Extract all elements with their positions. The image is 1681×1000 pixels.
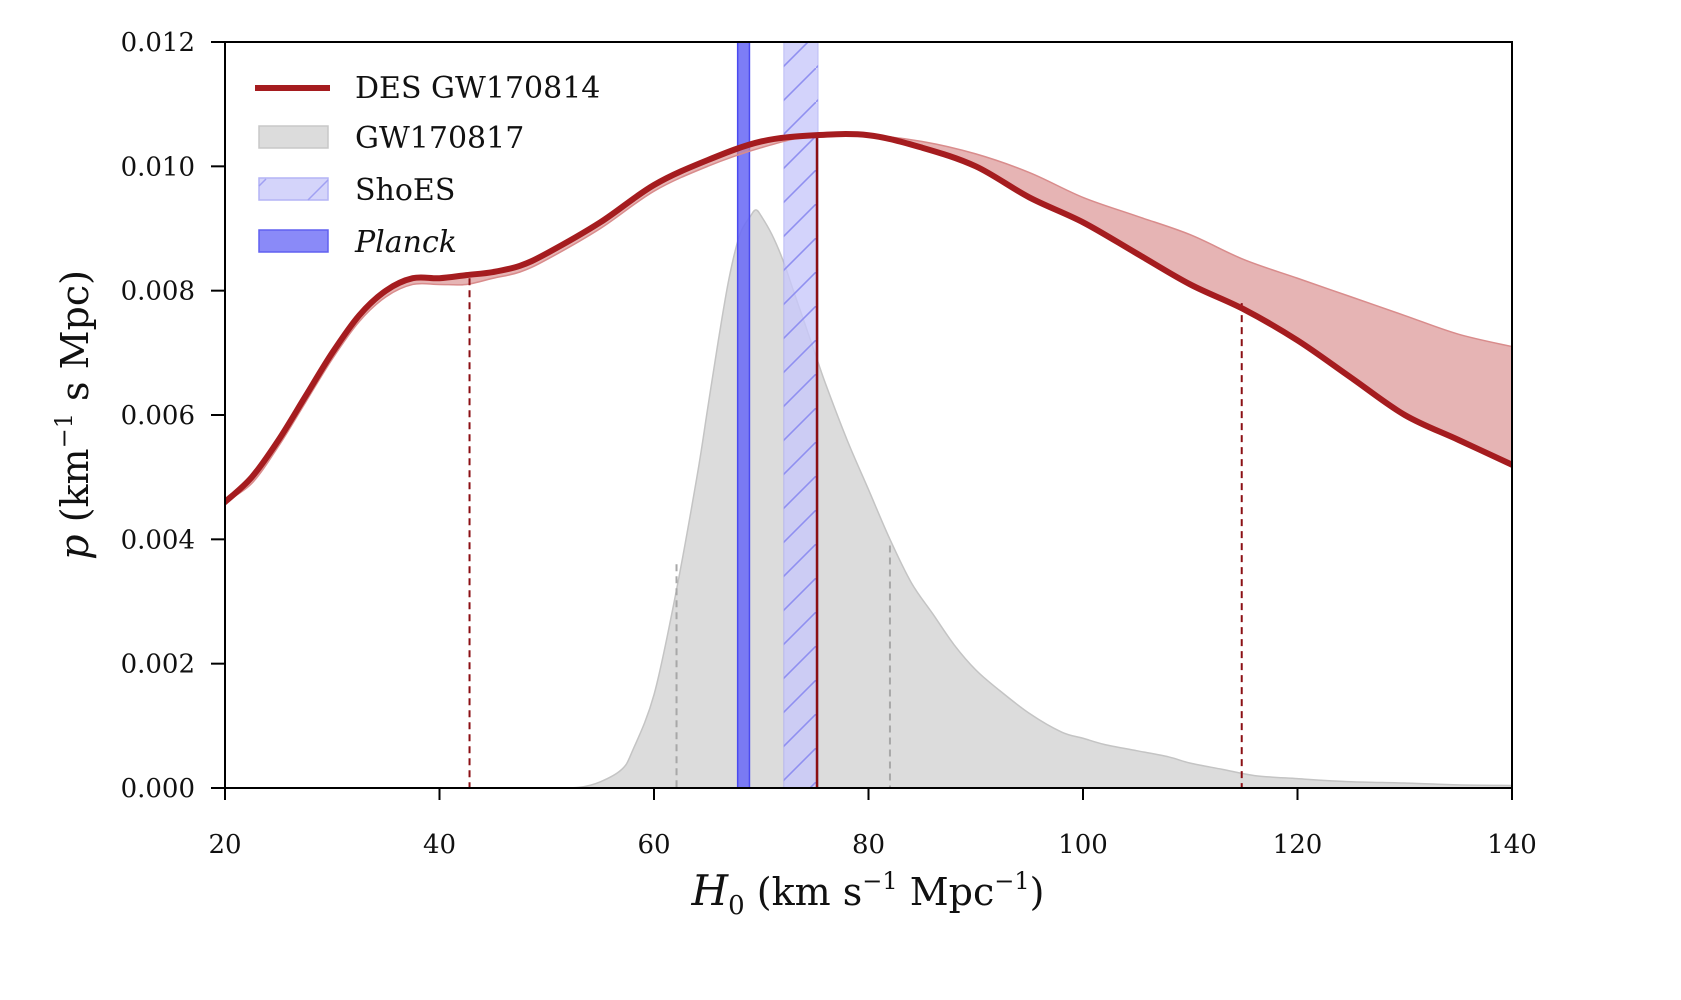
legend-hatch-swatch xyxy=(258,177,329,201)
legend-blue-swatch xyxy=(258,229,329,253)
legend: DES GW170814 GW170817 ShoES Planck xyxy=(255,71,600,260)
y-axis: 0.000 0.002 0.004 0.006 0.008 0.010 0.012 xyxy=(121,28,225,804)
x-tick-label: 100 xyxy=(1058,830,1108,860)
legend-item-planck: Planck xyxy=(258,225,457,260)
x-tick-label: 40 xyxy=(423,830,456,860)
x-tick-label: 140 xyxy=(1487,830,1537,860)
x-tick-label: 80 xyxy=(852,830,885,860)
y-tick-label: 0.006 xyxy=(121,401,195,431)
legend-item-des-gw170814: DES GW170814 xyxy=(255,71,600,106)
interval-lines xyxy=(468,135,1243,788)
y-tick-label: 0.004 xyxy=(121,525,195,555)
x-axis: 20 40 60 80 100 120 140 xyxy=(208,788,1537,860)
des-gw170814-line xyxy=(225,131,1512,506)
legend-item-gw170817: GW170817 xyxy=(258,121,524,156)
gw170817-distribution xyxy=(546,209,1512,788)
legend-hatch-stroke xyxy=(307,179,329,201)
y-tick-label: 0.012 xyxy=(121,28,195,58)
legend-gray-swatch xyxy=(258,125,329,149)
y-tick-label: 0.000 xyxy=(121,774,195,804)
legend-item-shoes: ShoES xyxy=(258,173,455,208)
y-tick-label: 0.008 xyxy=(121,277,195,307)
legend-label: GW170817 xyxy=(355,121,524,156)
x-axis-title: H0 (km s−1 Mpc−1) xyxy=(691,866,1045,921)
y-axis-title: p (km−1 s Mpc) xyxy=(50,270,98,560)
planck-band xyxy=(736,42,751,788)
y-tick-label: 0.002 xyxy=(121,650,195,680)
legend-label: ShoES xyxy=(355,173,455,208)
legend-label: DES GW170814 xyxy=(355,71,600,106)
legend-label: Planck xyxy=(354,225,457,260)
x-tick-label: 120 xyxy=(1273,830,1323,860)
shoes-band-hatch xyxy=(783,42,819,788)
plot-area xyxy=(225,42,1512,788)
x-tick-label: 20 xyxy=(208,830,241,860)
x-tick-label: 60 xyxy=(637,830,670,860)
y-tick-label: 0.010 xyxy=(121,152,195,182)
legend-hatch-stroke xyxy=(258,178,267,187)
